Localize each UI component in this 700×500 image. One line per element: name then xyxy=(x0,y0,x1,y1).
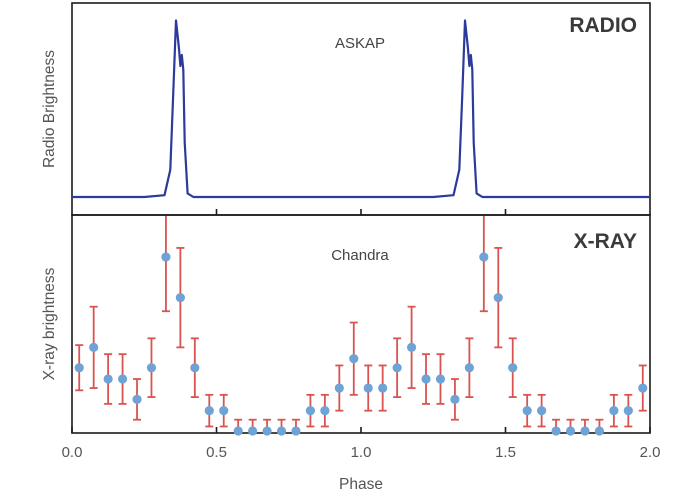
xray-data-point xyxy=(161,216,171,313)
xray-marker xyxy=(204,406,214,416)
xray-marker xyxy=(537,406,547,416)
xray-marker xyxy=(623,406,633,416)
xray-data-point xyxy=(89,305,99,389)
xray-data-point xyxy=(233,418,243,436)
xray-data-point xyxy=(276,418,287,436)
xray-data-point xyxy=(435,353,446,405)
xray-marker xyxy=(89,342,99,352)
x-axis-label: Phase xyxy=(339,476,383,493)
xray-data-point xyxy=(204,393,214,428)
xray-data-point xyxy=(508,337,518,399)
xray-data-point xyxy=(493,247,503,349)
radio-y-axis-label: Radio Brightness xyxy=(41,50,58,168)
radio-panel-title: RADIO xyxy=(569,14,637,37)
x-tick-label: 0.5 xyxy=(206,444,227,461)
xray-data-point xyxy=(580,418,590,436)
xray-data-point xyxy=(392,337,402,399)
xray-marker xyxy=(146,363,157,373)
radio-line-series-0 xyxy=(72,19,650,199)
xray-marker xyxy=(392,363,402,373)
xray-data-point xyxy=(291,418,301,436)
xray-marker xyxy=(421,374,431,384)
xray-data-point xyxy=(594,418,605,436)
xray-marker xyxy=(479,252,489,262)
xray-data-point xyxy=(349,321,359,396)
xray-marker xyxy=(74,363,84,373)
xray-marker xyxy=(450,394,460,404)
radio-panel: RADIO ASKAP Radio Brightness xyxy=(41,2,651,216)
xray-data-point xyxy=(103,353,113,405)
xray-marker xyxy=(262,426,272,436)
xray-marker xyxy=(248,426,258,436)
xray-data-point xyxy=(219,393,229,428)
xray-data-point xyxy=(537,393,547,428)
xray-marker xyxy=(276,426,287,436)
xray-data-point xyxy=(175,247,185,349)
xray-marker xyxy=(349,354,359,364)
xray-series xyxy=(74,216,648,436)
xray-marker xyxy=(132,394,142,404)
xray-marker xyxy=(580,426,590,436)
xray-data-point xyxy=(363,364,373,412)
xray-data-point xyxy=(305,393,316,428)
x-tick-label: 1.5 xyxy=(495,444,516,461)
xray-data-point xyxy=(551,418,561,436)
x-tick-label: 2.0 xyxy=(640,444,661,461)
xray-data-point xyxy=(146,337,157,399)
xray-data-point xyxy=(421,353,431,405)
xray-marker xyxy=(117,374,128,384)
xray-data-point xyxy=(248,418,258,436)
xray-data-point xyxy=(464,337,474,399)
xray-data-point xyxy=(320,393,330,428)
xray-data-point xyxy=(378,364,388,412)
xray-marker xyxy=(219,406,229,416)
xray-data-point xyxy=(132,378,142,421)
xray-marker xyxy=(320,406,330,416)
x-tick-label: 1.0 xyxy=(351,444,372,461)
xray-data-point xyxy=(190,337,200,399)
chandra-label: Chandra xyxy=(331,247,389,264)
xray-data-point xyxy=(623,393,633,428)
xray-marker xyxy=(161,252,171,262)
xray-marker xyxy=(378,383,388,393)
xray-panel-title: X-RAY xyxy=(574,230,637,253)
xray-marker xyxy=(291,426,301,436)
xray-data-point xyxy=(638,364,648,412)
xray-data-point xyxy=(262,418,272,436)
xray-data-point xyxy=(565,418,576,436)
xray-marker xyxy=(175,293,185,303)
xray-data-point xyxy=(609,393,619,428)
xray-data-point xyxy=(334,364,344,412)
xray-marker xyxy=(334,383,344,393)
xray-marker xyxy=(363,383,373,393)
xray-marker xyxy=(305,406,316,416)
x-axis-ticks: 0.0 0.5 1.0 1.5 2.0 xyxy=(62,209,661,461)
xray-data-point xyxy=(479,216,489,313)
xray-y-axis-label: X-ray brightness xyxy=(41,267,58,380)
xray-marker xyxy=(493,293,503,303)
xray-panel: X-RAY Chandra X-ray brightness Phase 0.0… xyxy=(41,209,660,493)
xray-marker xyxy=(103,374,113,384)
xray-marker xyxy=(638,383,648,393)
x-tick-label: 0.0 xyxy=(62,444,83,461)
xray-data-point xyxy=(74,344,84,392)
xray-data-point xyxy=(522,393,532,428)
xray-marker xyxy=(435,374,446,384)
xray-marker xyxy=(594,426,605,436)
xray-marker xyxy=(406,342,417,352)
xray-marker xyxy=(551,426,561,436)
xray-marker xyxy=(190,363,200,373)
xray-data-point xyxy=(117,353,128,405)
xray-marker xyxy=(609,406,619,416)
xray-marker xyxy=(464,363,474,373)
xray-marker xyxy=(565,426,576,436)
xray-marker xyxy=(508,363,518,373)
xray-marker xyxy=(233,426,243,436)
askap-label: ASKAP xyxy=(335,35,385,52)
xray-data-point xyxy=(406,305,417,389)
xray-data-point xyxy=(450,378,460,421)
xray-marker xyxy=(522,406,532,416)
radio-series xyxy=(72,19,650,199)
